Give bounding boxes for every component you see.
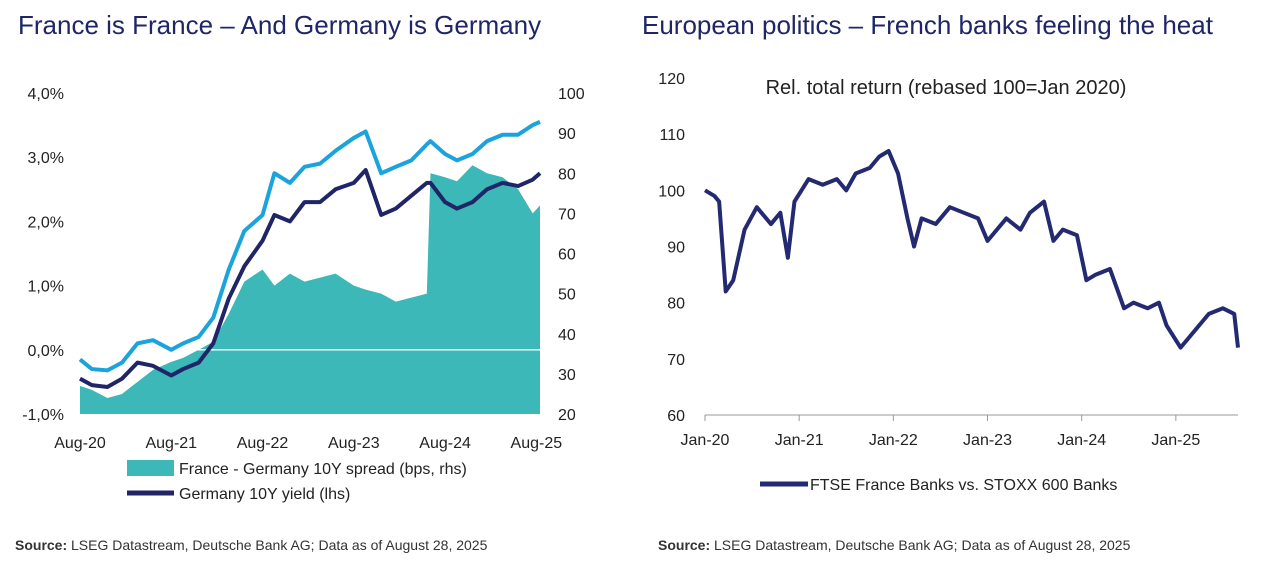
right-chart-x-tick: Jan-20 xyxy=(681,432,730,449)
right-source-note: Source: LSEG Datastream, Deutsche Bank A… xyxy=(658,537,1131,553)
right-chart-y-tick: 70 xyxy=(667,352,685,369)
left-x-tick: Aug-21 xyxy=(145,435,197,452)
left-y-tick: 3,0% xyxy=(28,150,64,167)
right-chart-y-tick: 90 xyxy=(667,240,685,257)
left-source-note: Source: LSEG Datastream, Deutsche Bank A… xyxy=(15,537,488,553)
left-y-tick: -1,0% xyxy=(22,407,64,424)
left-x-tick: Aug-24 xyxy=(419,435,471,452)
right-chart-x-tick: Jan-23 xyxy=(963,432,1012,449)
right-chart-y-tick: 60 xyxy=(667,408,685,425)
right-y-tick: 40 xyxy=(558,327,576,344)
right-chart-y-tick: 120 xyxy=(658,71,685,88)
france-banks-line xyxy=(703,149,1240,350)
left-chart-title: France is France – And Germany is German… xyxy=(18,10,542,40)
right-chart-y-tick: 110 xyxy=(659,127,685,144)
france-yield-line xyxy=(78,120,541,373)
right-chart: Rel. total return (rebased 100=Jan 2020)… xyxy=(658,71,1240,494)
right-y-tick: 60 xyxy=(558,247,576,264)
left-x-tick: Aug-22 xyxy=(237,435,289,452)
right-chart-x-tick: Jan-25 xyxy=(1151,432,1200,449)
right-chart-x-tick: Jan-22 xyxy=(869,432,918,449)
left-x-tick: Aug-25 xyxy=(511,435,563,452)
left-x-tick: Aug-23 xyxy=(328,435,380,452)
right-y-tick: 80 xyxy=(558,166,576,183)
legend-spread-swatch xyxy=(127,460,174,476)
right-chart-subtitle: Rel. total return (rebased 100=Jan 2020) xyxy=(766,77,1127,99)
right-y-tick: 20 xyxy=(558,407,576,424)
germany-yield-line xyxy=(79,168,542,390)
left-y-tick: 1,0% xyxy=(28,279,64,296)
left-y-tick: 0,0% xyxy=(28,343,64,360)
right-y-tick: 100 xyxy=(558,86,585,103)
right-y-tick: 30 xyxy=(558,367,576,384)
spread-area xyxy=(80,165,540,414)
right-chart-x-tick: Jan-21 xyxy=(775,432,824,449)
right-chart-title: European politics – French banks feeling… xyxy=(642,10,1213,40)
left-y-tick: 4,0% xyxy=(28,86,64,103)
right-y-tick: 70 xyxy=(558,206,576,223)
left-y-tick: 2,0% xyxy=(28,214,64,231)
right-chart-y-tick: 80 xyxy=(667,296,685,313)
right-chart-y-tick: 100 xyxy=(658,183,685,200)
right-y-tick: 90 xyxy=(558,126,576,143)
right-y-tick: 50 xyxy=(558,287,576,304)
legend-spread-label: France - Germany 10Y spread (bps, rhs) xyxy=(179,461,467,478)
legend-banks-label: FTSE France Banks vs. STOXX 600 Banks xyxy=(810,477,1117,494)
left-chart: -1,0% 0,0% 1,0% 2,0% 3,0% 4,0% 20 30 40 50 60 70 80 9… xyxy=(22,86,585,503)
right-chart-x-tick: Jan-24 xyxy=(1057,432,1106,449)
left-x-tick: Aug-20 xyxy=(54,435,106,452)
legend-bund-label: Germany 10Y yield (lhs) xyxy=(179,486,350,503)
